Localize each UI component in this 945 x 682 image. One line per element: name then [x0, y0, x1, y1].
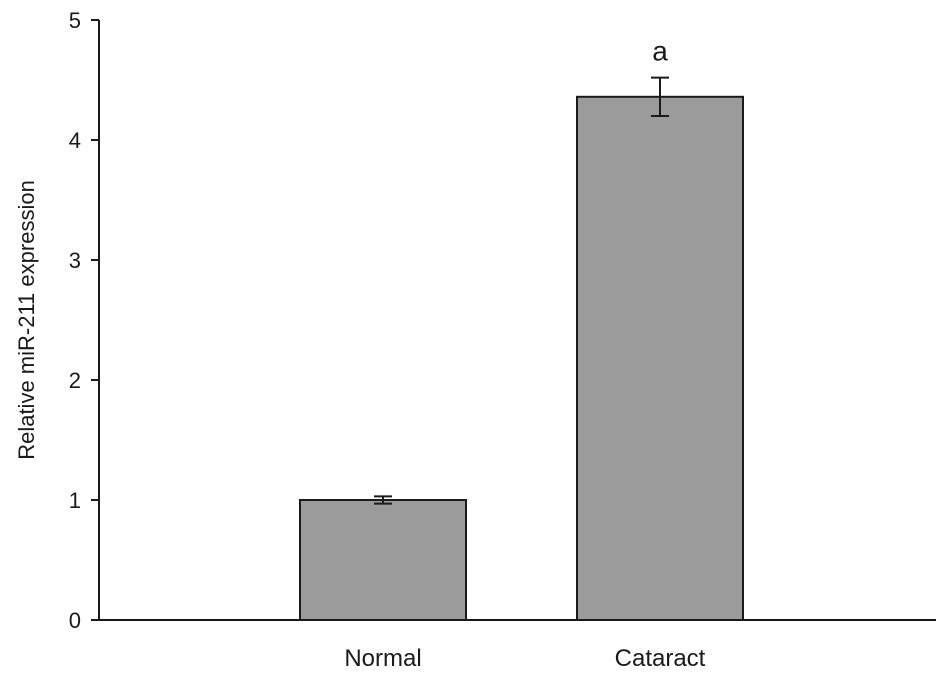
axes: 0 1 2 3 4 5	[69, 8, 936, 633]
y-tick-label: 0	[69, 608, 81, 633]
bars	[299, 95, 744, 622]
bar-normal	[299, 499, 467, 621]
y-tick-label: 2	[69, 368, 81, 393]
y-tick-label: 3	[69, 248, 81, 273]
bar-cataract	[576, 95, 744, 622]
labels: Normal Cataract a	[344, 36, 705, 672]
x-tick-label-cataract: Cataract	[615, 645, 706, 672]
x-tick-label-normal: Normal	[344, 645, 421, 672]
y-axis-label: Relative miR-211 expression	[14, 180, 39, 460]
significance-label: a	[652, 36, 668, 67]
y-tick-label: 1	[69, 488, 81, 513]
y-tick-label: 5	[69, 8, 81, 33]
y-tick-label: 4	[69, 128, 81, 153]
error-bars	[374, 76, 669, 505]
